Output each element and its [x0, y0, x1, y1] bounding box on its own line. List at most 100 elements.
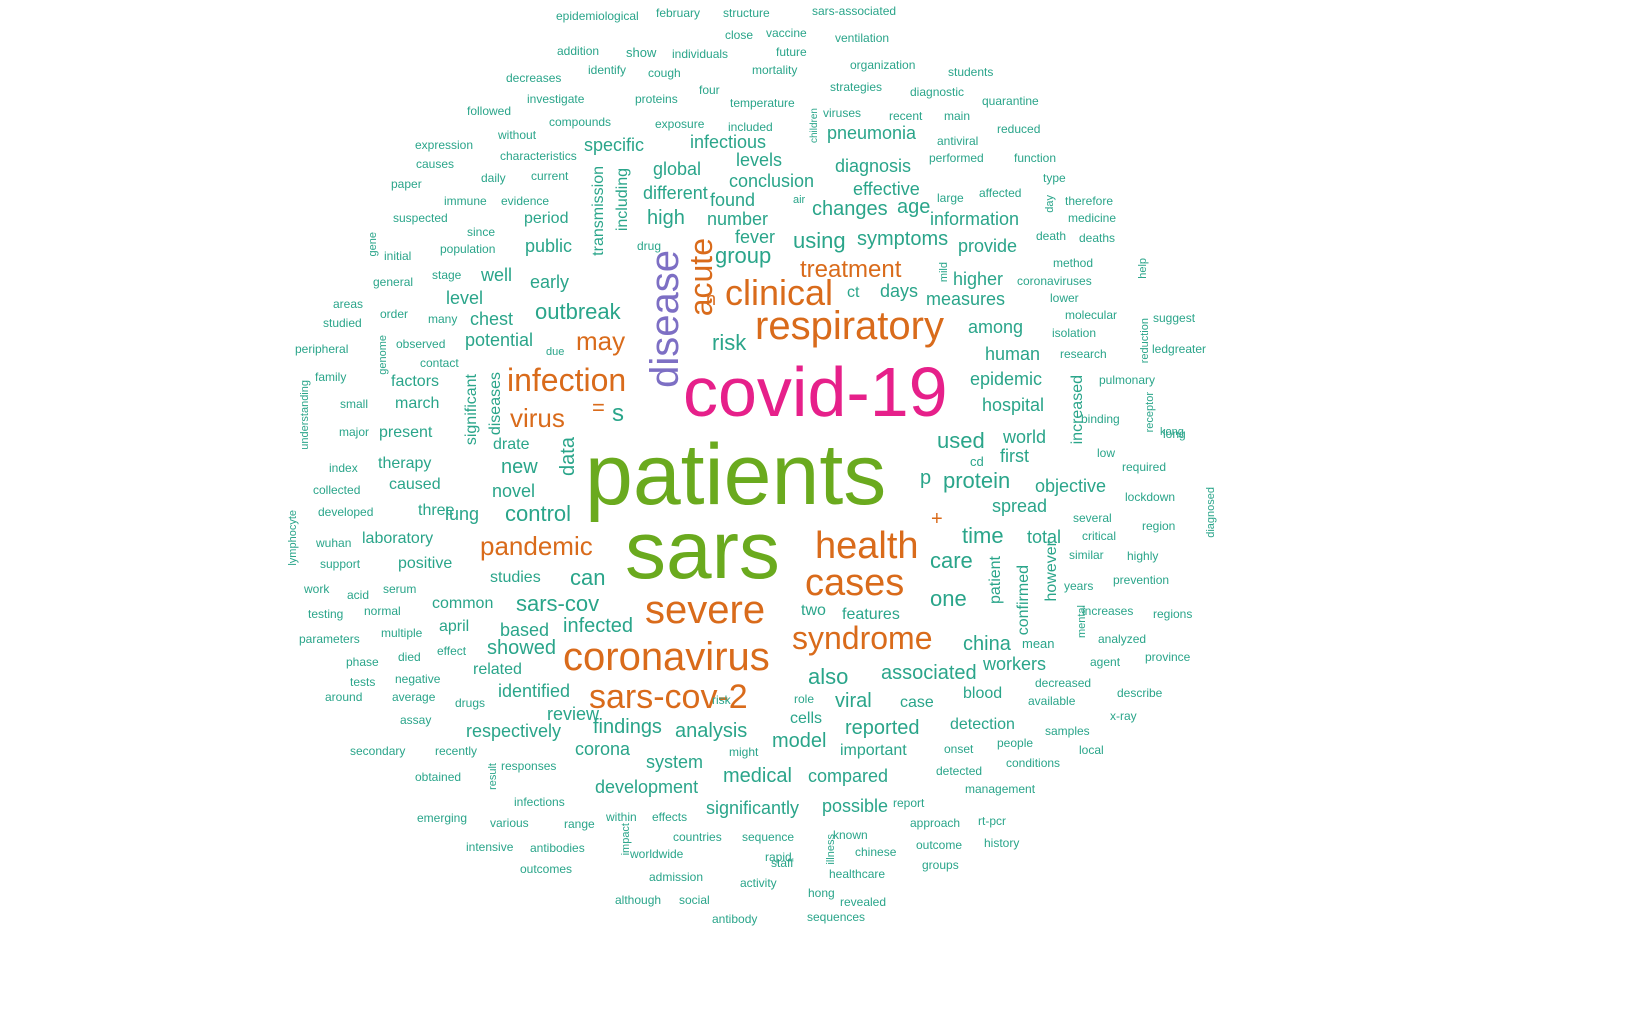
cloud-word: antiviral [937, 134, 979, 148]
cloud-word: close [725, 28, 754, 42]
cloud-word: countries [673, 830, 722, 844]
cloud-word: years [1064, 579, 1094, 593]
cloud-word: including [614, 168, 631, 232]
cloud-word: important [840, 742, 907, 759]
cloud-word: april [439, 618, 470, 635]
cloud-word: staff [771, 856, 794, 870]
cloud-word: first [1000, 446, 1029, 466]
cloud-word: low [1097, 446, 1116, 460]
cloud-word: february [656, 6, 701, 20]
cloud-word: long [1163, 427, 1186, 441]
cloud-word: corona [575, 739, 631, 759]
cloud-word: various [490, 816, 529, 830]
cloud-word: coronavirus [563, 635, 770, 679]
cloud-word: required [1122, 460, 1167, 474]
cloud-word: using [793, 228, 846, 253]
cloud-word: stage [432, 268, 462, 282]
cloud-word: main [944, 109, 971, 123]
cloud-word: period [524, 210, 569, 227]
cloud-word: n [706, 289, 717, 309]
cloud-word: reduction [1139, 318, 1151, 364]
cloud-word: infectious [690, 132, 767, 152]
cloud-word: positive [398, 555, 453, 572]
cloud-word: well [481, 265, 513, 285]
cloud-word: four [699, 83, 720, 97]
cloud-word: mental [1076, 605, 1088, 639]
cloud-word: several [1073, 511, 1112, 525]
cloud-word: observed [396, 337, 446, 351]
cloud-word: initial [384, 249, 412, 263]
cloud-word: common [432, 595, 494, 612]
cloud-word: decreases [506, 71, 562, 85]
cloud-word: public [525, 236, 573, 256]
cloud-word: affected [979, 186, 1022, 200]
cloud-word: outbreak [535, 299, 621, 324]
cloud-word: strategies [830, 80, 883, 94]
cloud-word: coronaviruses [1017, 274, 1092, 288]
cloud-word: organization [850, 58, 916, 72]
cloud-word: reported [845, 717, 920, 739]
cloud-word: mild [938, 262, 950, 283]
cloud-word: data [557, 437, 579, 476]
cloud-word: spread [992, 496, 1048, 516]
cloud-word: available [1028, 694, 1076, 708]
cloud-word: suspected [393, 211, 448, 225]
cloud-word: global [653, 159, 702, 179]
cloud-word: significantly [706, 798, 800, 818]
cloud-word: conditions [1006, 756, 1061, 770]
cloud-word: therefore [1065, 194, 1114, 208]
cloud-word: drate [493, 436, 530, 453]
cloud-word: kong [1160, 426, 1184, 438]
cloud-word: day [1044, 195, 1056, 213]
cloud-word: describe [1117, 686, 1163, 700]
cloud-word: developed [318, 505, 374, 519]
cloud-word: potential [465, 330, 534, 350]
cloud-word: investigate [527, 92, 585, 106]
cloud-word: ventilation [835, 31, 890, 45]
cloud-word: medical [723, 765, 792, 787]
cloud-word: pandemic [480, 531, 593, 561]
cloud-word: three [418, 502, 455, 519]
cloud-word: samples [1045, 724, 1090, 738]
cloud-word: normal [364, 604, 401, 618]
cloud-word: world [1003, 427, 1047, 447]
cloud-word: acid [347, 588, 370, 602]
cloud-word: cough [648, 66, 681, 80]
cloud-word: level [446, 288, 484, 308]
cloud-word: transmission [590, 166, 607, 256]
cloud-word: treatment [800, 256, 902, 283]
cloud-word: diseases [487, 372, 504, 436]
cloud-word: time [962, 523, 1004, 548]
cloud-word: suggest [1153, 311, 1196, 325]
cloud-word: sars-cov-2 [589, 678, 748, 716]
cloud-word: lockdown [1125, 490, 1176, 504]
cloud-word: number [707, 209, 769, 229]
cloud-word: impact [620, 823, 632, 856]
cloud-word: reduced [997, 122, 1041, 136]
cloud-word: highly [1127, 549, 1159, 563]
cloud-word: showed [487, 637, 556, 659]
cloud-word: support [320, 557, 361, 571]
cloud-word: health [815, 525, 919, 567]
cloud-word: days [880, 281, 919, 301]
cloud-word: effects [652, 810, 688, 824]
cloud-word: might [729, 745, 759, 759]
cloud-word: expression [415, 138, 474, 152]
cloud-word: s [612, 400, 624, 427]
cloud-word: ledgreater [1152, 342, 1207, 356]
cloud-word: understanding [299, 380, 311, 450]
cloud-word: severe [645, 588, 766, 632]
cloud-word: care [930, 548, 973, 573]
cloud-word: studied [323, 316, 362, 330]
cloud-word: infected [563, 615, 634, 637]
cloud-word: around [325, 690, 363, 704]
cloud-word: causes [416, 157, 455, 171]
cloud-word: also [808, 664, 849, 689]
cloud-word: blood [963, 685, 1003, 702]
cloud-word: immune [444, 194, 487, 208]
cloud-word: case [900, 694, 934, 711]
cloud-word: present [379, 424, 433, 441]
cloud-word: cd [970, 454, 984, 469]
cloud-word: chinese [855, 845, 897, 859]
cloud-word: students [948, 65, 994, 79]
